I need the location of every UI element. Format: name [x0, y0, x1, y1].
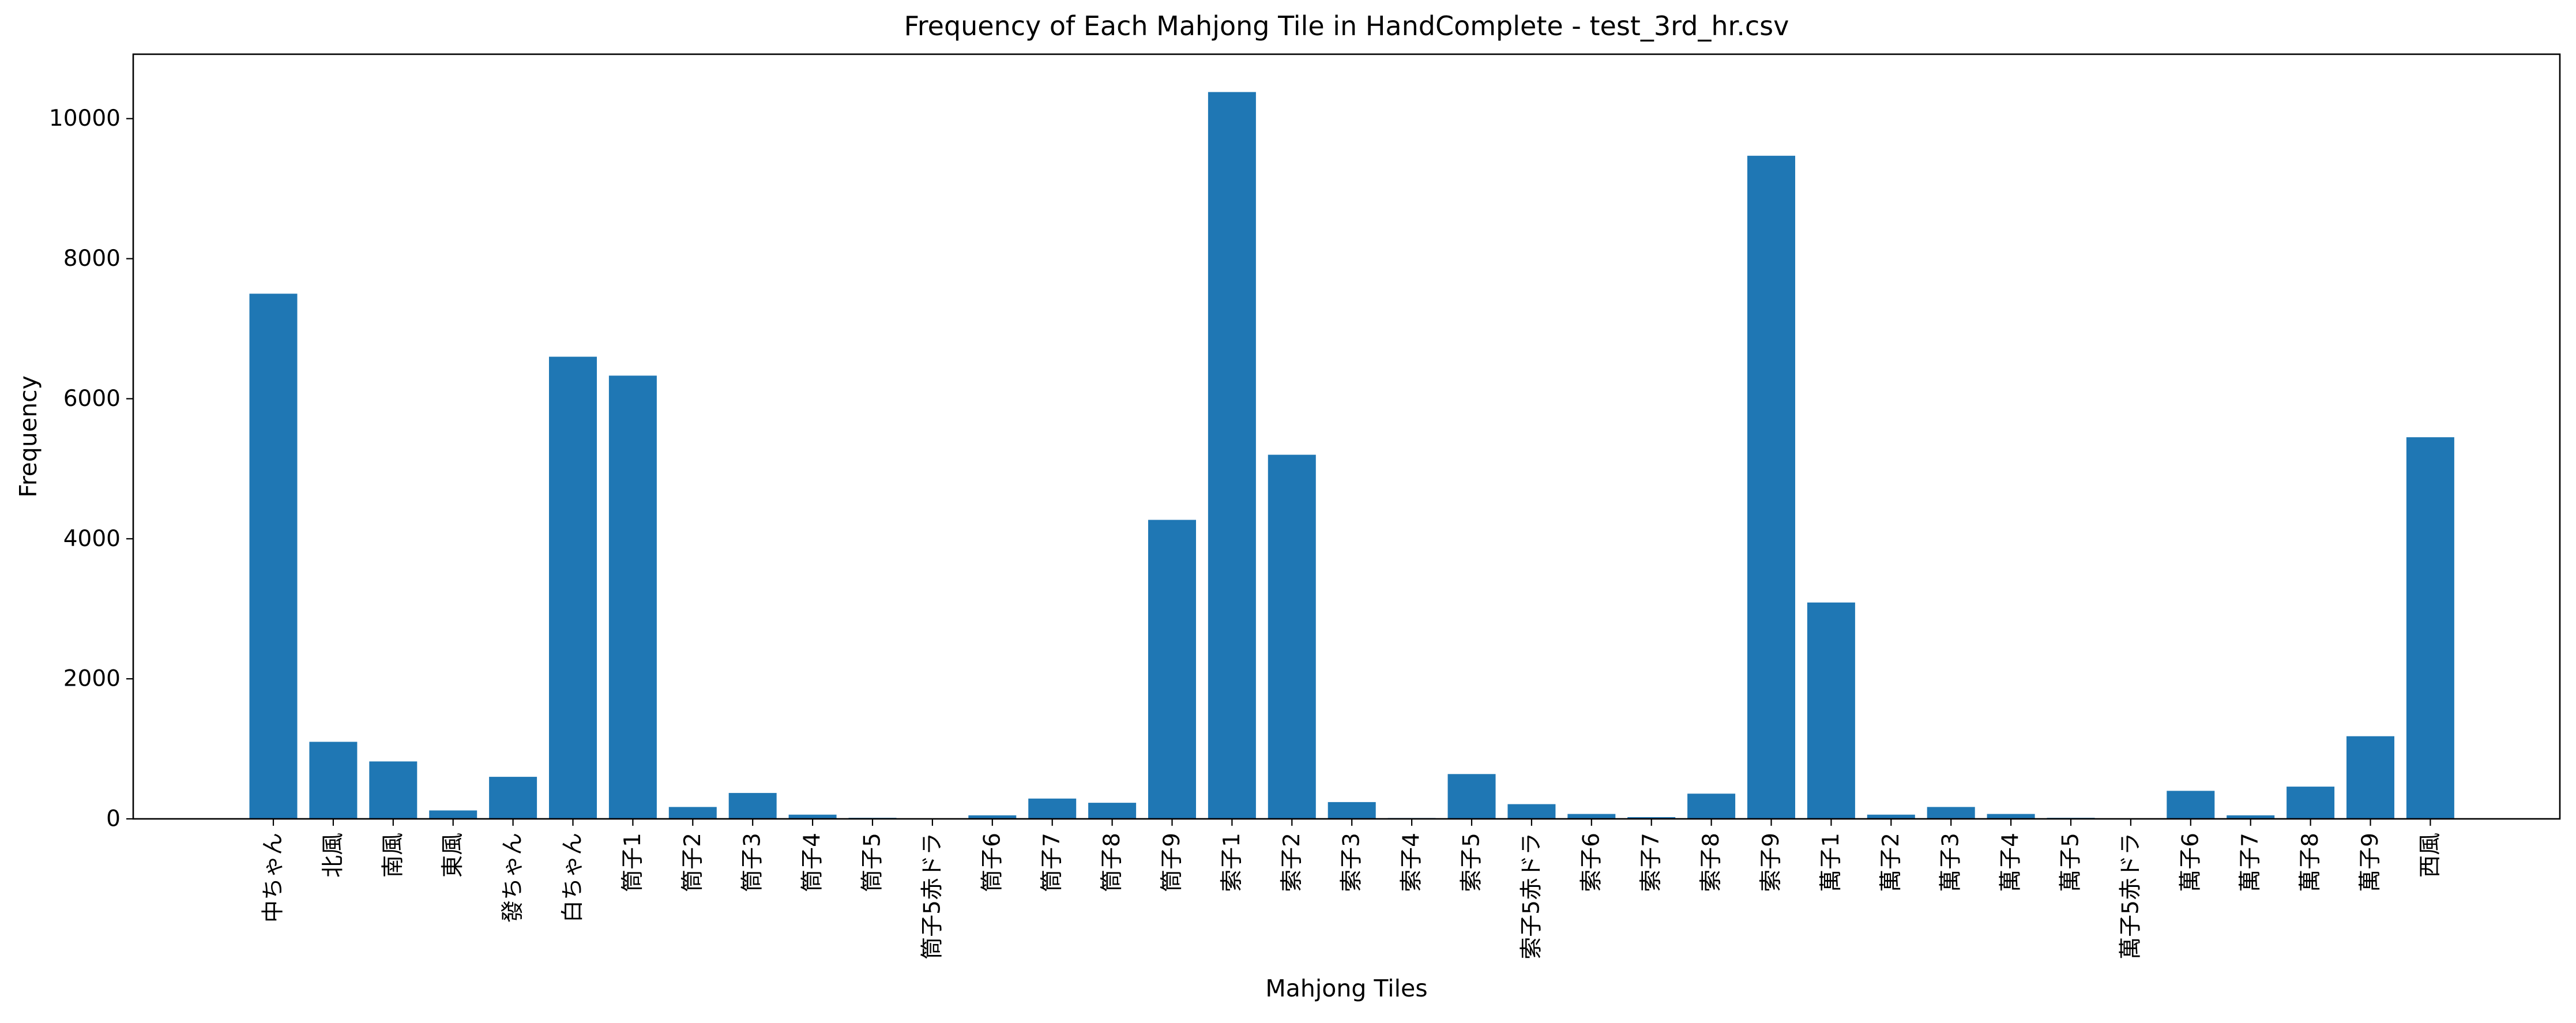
x-tick-label: 筒子2: [680, 833, 706, 892]
bar-15: [1088, 803, 1137, 819]
x-tick-label: 索子2: [1279, 833, 1305, 892]
y-tick-label: 10000: [49, 106, 121, 131]
x-tick-label: 索子7: [1638, 833, 1664, 892]
x-tick-label: 索子6: [1578, 833, 1604, 892]
y-tick-label: 8000: [63, 246, 121, 272]
bar-22: [1507, 804, 1556, 819]
bar-25: [1687, 793, 1736, 819]
x-tick-label: 索子4: [1399, 833, 1425, 892]
x-tick-label: 筒子9: [1159, 833, 1185, 892]
x-tick-label: 萬子5赤ドラ: [2118, 833, 2143, 960]
x-tick-label: 筒子7: [1039, 833, 1065, 892]
chart-title: Frequency of Each Mahjong Tile in HandCo…: [904, 10, 1789, 42]
bar-35: [2287, 787, 2335, 819]
bar-17: [1208, 92, 1256, 819]
x-tick-label: 索子8: [1698, 833, 1724, 892]
x-tick-label: 萬子8: [2297, 833, 2323, 892]
x-tick-label: 筒子1: [620, 833, 646, 892]
x-tick-label: 索子9: [1758, 833, 1784, 892]
x-tick-label: 發ちゃん: [500, 833, 526, 923]
x-tick-label: 南風: [380, 833, 406, 878]
x-tick-label: 索子3: [1339, 833, 1365, 892]
bar-3: [369, 761, 418, 819]
x-axis-ticks: 中ちゃん 北風 南風 東風 發ちゃん 白ちゃん 筒子1 筒子2 筒子3 筒子4 筒子5 筒子5赤ドラ 筒…: [261, 819, 2443, 960]
y-tick-label: 6000: [63, 386, 121, 412]
bar-13: [968, 815, 1017, 819]
bar-26: [1747, 156, 1795, 819]
x-tick-label: 筒子4: [800, 833, 826, 892]
bar-30: [1987, 814, 2035, 819]
bar-19: [1328, 802, 1376, 819]
x-axis-label: Mahjong Tiles: [1265, 975, 1427, 1002]
x-tick-label: 白ちゃん: [560, 833, 586, 923]
bar-28: [1867, 814, 1915, 819]
bar-2: [309, 742, 358, 819]
bar-14: [1028, 798, 1077, 819]
x-tick-label: 筒子5赤ドラ: [919, 833, 945, 960]
bar-36: [2346, 736, 2394, 819]
bar-10: [788, 814, 837, 819]
bar-7: [608, 375, 657, 819]
bar-4: [429, 810, 477, 819]
x-tick-label: 萬子3: [1938, 833, 1964, 892]
bar-8: [668, 807, 717, 819]
bar-9: [728, 793, 777, 819]
x-tick-label: 萬子6: [2178, 833, 2203, 892]
plot-frame: [132, 53, 2561, 820]
x-tick-label: 筒子6: [979, 833, 1005, 892]
x-tick-label: 萬子4: [1998, 833, 2024, 892]
bar-37: [2406, 437, 2454, 819]
bar-24: [1627, 817, 1676, 819]
bar-29: [1927, 807, 1975, 819]
y-axis-label: Frequency: [14, 375, 42, 498]
bar-21: [1447, 774, 1496, 819]
bar-27: [1807, 602, 1855, 819]
x-tick-label: 東風: [440, 833, 466, 878]
x-tick-label: 索子5: [1459, 833, 1485, 892]
x-tick-label: 萬子1: [1818, 833, 1844, 892]
x-tick-label: 萬子5: [2058, 833, 2084, 892]
bar-23: [1567, 814, 1616, 819]
x-tick-label: 萬子9: [2357, 833, 2383, 892]
x-tick-label: 西風: [2417, 833, 2443, 878]
y-tick-label: 4000: [63, 526, 121, 552]
x-tick-label: 北風: [320, 833, 346, 878]
x-tick-label: 萬子2: [1878, 833, 1904, 892]
x-tick-label: 筒子8: [1099, 833, 1125, 892]
y-tick-label: 2000: [63, 666, 121, 692]
x-tick-label: 索子1: [1219, 833, 1245, 892]
bar-18: [1268, 454, 1316, 819]
y-axis-ticks: 0 2000 4000 6000 8000 10000: [49, 106, 133, 832]
x-tick-label: 筒子5: [860, 833, 886, 892]
y-tick-label: 0: [106, 806, 121, 832]
bar-33: [2167, 791, 2215, 819]
x-tick-label: 萬子7: [2237, 833, 2263, 892]
bars-layer: [249, 92, 2454, 819]
x-tick-label: 索子5赤ドラ: [1518, 833, 1544, 960]
bar-34: [2227, 815, 2275, 819]
x-tick-label: 中ちゃん: [261, 833, 287, 923]
x-tick-label: 筒子3: [740, 833, 766, 892]
bar-5: [489, 777, 537, 819]
bar-1: [249, 294, 298, 819]
bar-16: [1148, 520, 1196, 819]
bar-6: [549, 356, 597, 819]
